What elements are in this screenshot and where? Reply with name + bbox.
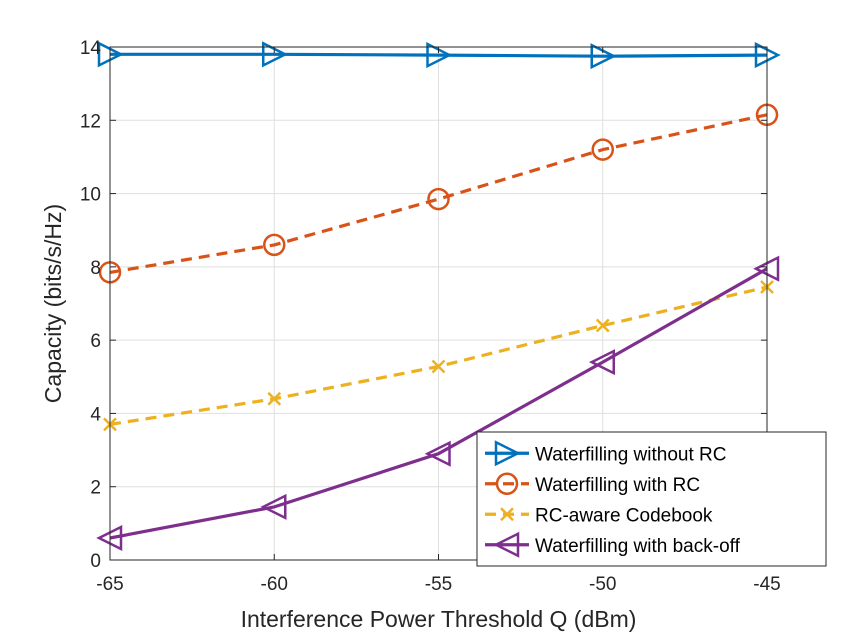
- y-axis-title: Capacity (bits/s/Hz): [40, 204, 66, 403]
- x-tick-label: -65: [96, 574, 123, 595]
- legend-marker: [494, 440, 521, 467]
- series-layer: [96, 41, 781, 552]
- x-axis-title: Interference Power Threshold Q (dBm): [241, 606, 637, 632]
- x-tick-label: -60: [261, 574, 288, 595]
- data-point-marker: [588, 349, 615, 376]
- y-tick-label: 2: [90, 478, 101, 499]
- data-point-marker: [267, 391, 282, 406]
- data-point-marker: [431, 359, 446, 374]
- data-point-marker: [260, 493, 287, 520]
- y-tick-label: 14: [80, 38, 102, 59]
- data-point-marker: [595, 318, 610, 333]
- y-tick-label: 4: [90, 404, 101, 425]
- x-tick-label: -50: [589, 574, 616, 595]
- legend: Waterfilling without RC Waterfilling with…: [476, 431, 827, 567]
- series-line: [109, 113, 768, 274]
- x-tick-label: -45: [753, 574, 780, 595]
- data-point-marker: [591, 138, 614, 161]
- y-tick-label: 0: [90, 551, 101, 572]
- legend-label: Waterfilling with back-off: [535, 536, 741, 557]
- legend-marker: [495, 472, 519, 495]
- y-tick-label: 12: [80, 111, 101, 132]
- legend-label: RC-aware Codebook: [535, 505, 713, 526]
- data-point-marker: [424, 440, 451, 467]
- legend-box: [476, 431, 827, 567]
- legend-label: Waterfilling with RC: [535, 475, 700, 496]
- legend-label: Waterfilling without RC: [535, 444, 726, 465]
- legend-marker: [493, 531, 520, 558]
- series-line: [110, 52, 768, 58]
- legend-marker: [500, 507, 514, 522]
- y-tick-label: 10: [80, 185, 101, 206]
- y-tick-label: 6: [90, 331, 101, 352]
- series-line: [109, 267, 768, 540]
- x-tick-label: -55: [425, 574, 452, 595]
- data-point-marker: [263, 233, 286, 257]
- data-point-marker: [427, 187, 450, 211]
- y-tick-label: 8: [90, 258, 101, 279]
- ticks: -65 -60 -55 -50 -45 0 2 4 6 8 10 12 14: [80, 38, 781, 595]
